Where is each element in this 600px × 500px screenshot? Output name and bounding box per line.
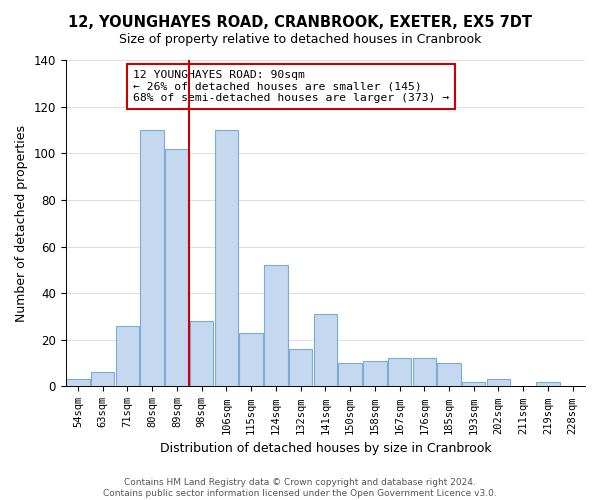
Bar <box>140 130 164 386</box>
Bar <box>190 321 214 386</box>
Text: 12, YOUNGHAYES ROAD, CRANBROOK, EXETER, EX5 7DT: 12, YOUNGHAYES ROAD, CRANBROOK, EXETER, … <box>68 15 532 30</box>
Bar <box>116 326 139 386</box>
Text: Contains HM Land Registry data © Crown copyright and database right 2024.
Contai: Contains HM Land Registry data © Crown c… <box>103 478 497 498</box>
Bar <box>388 358 411 386</box>
Bar <box>437 363 461 386</box>
Bar <box>314 314 337 386</box>
Bar <box>91 372 115 386</box>
Text: Size of property relative to detached houses in Cranbrook: Size of property relative to detached ho… <box>119 32 481 46</box>
Bar <box>536 382 560 386</box>
Bar <box>338 363 362 386</box>
Bar <box>165 148 188 386</box>
Y-axis label: Number of detached properties: Number of detached properties <box>15 124 28 322</box>
Bar <box>413 358 436 386</box>
Bar <box>239 333 263 386</box>
Bar <box>215 130 238 386</box>
Bar <box>264 265 287 386</box>
Bar <box>363 361 386 386</box>
X-axis label: Distribution of detached houses by size in Cranbrook: Distribution of detached houses by size … <box>160 442 491 455</box>
Text: 12 YOUNGHAYES ROAD: 90sqm
← 26% of detached houses are smaller (145)
68% of semi: 12 YOUNGHAYES ROAD: 90sqm ← 26% of detac… <box>133 70 449 103</box>
Bar <box>487 380 510 386</box>
Bar <box>289 349 313 387</box>
Bar <box>66 380 90 386</box>
Bar <box>462 382 485 386</box>
